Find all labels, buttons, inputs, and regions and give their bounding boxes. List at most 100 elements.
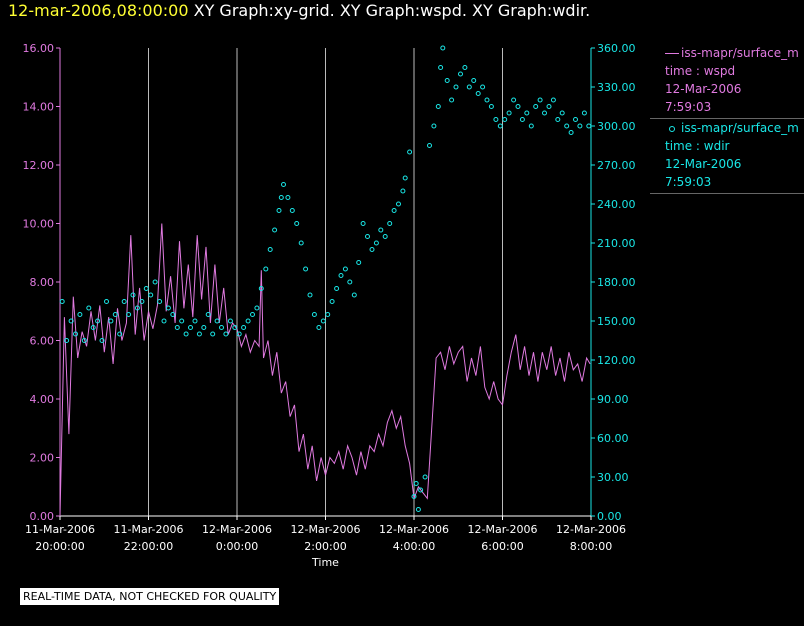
wdir-point [170, 312, 176, 317]
wdir-point [438, 65, 444, 70]
wdir-point [303, 266, 309, 272]
wdir-point [550, 97, 556, 103]
wdir-point [108, 318, 114, 324]
wdir-point [444, 78, 450, 83]
wdir-point [188, 325, 193, 330]
wdir-point [272, 227, 278, 233]
right-tick-label: 180.00 [597, 276, 636, 289]
wdir-point [223, 331, 229, 337]
wdir-point [161, 318, 167, 324]
wdir-point [356, 260, 362, 265]
title-datetime: 12-mar-2006,08:00:00 [8, 1, 189, 20]
line-symbol-icon [665, 53, 679, 54]
legend: iss-mapr/surface_m time : wspd 12-Mar-20… [650, 44, 804, 194]
wdir-point [278, 195, 284, 200]
wdir-point [311, 312, 317, 317]
wdir-point [528, 123, 534, 129]
wdir-point [480, 84, 486, 90]
right-tick-label: 360.00 [597, 42, 636, 55]
wdir-point [581, 110, 587, 116]
wdir-point [431, 123, 437, 129]
left-tick-label: 16.00 [23, 42, 55, 55]
grid-lines [59, 48, 592, 516]
wdir-point [152, 279, 158, 285]
wdir-point [511, 97, 517, 103]
wdir-point [267, 247, 273, 252]
wdir-point [407, 149, 413, 155]
wdir-point [559, 110, 565, 116]
legend-wspd-name: iss-mapr/surface_m [681, 46, 799, 60]
wdir-point [134, 305, 140, 311]
x-tick-time-label: 4:00:00 [393, 540, 435, 553]
legend-wdir: iss-mapr/surface_m time : wdir 12-Mar-20… [650, 119, 804, 194]
wdir-point [236, 331, 242, 337]
left-tick-label: 8.00 [30, 276, 55, 289]
wdir-point [183, 331, 189, 337]
left-tick-label: 2.00 [30, 452, 55, 465]
wdir-point [201, 325, 207, 330]
wdir-point [519, 117, 525, 122]
wdir-point [365, 234, 370, 239]
wdir-point [387, 221, 393, 226]
right-tick-label: 210.00 [597, 237, 636, 250]
wdir-point [214, 318, 220, 324]
right-tick-label: 330.00 [597, 81, 636, 94]
wdir-point [427, 143, 432, 148]
wdir-point [546, 104, 552, 109]
wdir-point [143, 286, 149, 291]
wdir-point [435, 104, 441, 109]
wdir-point [126, 312, 132, 317]
wdir-point [320, 318, 326, 324]
right-tick-label: 150.00 [597, 315, 636, 328]
wdir-point [254, 305, 260, 311]
wdir-point [250, 312, 255, 317]
legend-wspd-var: time : wspd [665, 64, 736, 78]
x-tick-date-label: 12-Mar-2006 [468, 523, 538, 536]
wdir-point [342, 266, 348, 272]
left-tick-label: 12.00 [23, 159, 55, 172]
wdir-point [99, 338, 105, 343]
right-tick-label: 240.00 [597, 198, 636, 211]
title-bar: 12-mar-2006,08:00:00 XY Graph:xy-grid. X… [8, 0, 590, 22]
wdir-point [453, 84, 459, 90]
wdir-point [205, 312, 211, 317]
wdir-point [466, 84, 472, 90]
wdir-point [325, 312, 331, 317]
wdir-point [402, 175, 408, 181]
wdir-point [258, 286, 264, 291]
wdir-point [524, 110, 530, 116]
wdir-point [373, 240, 379, 246]
legend-wspd-time: 7:59:03 [665, 100, 712, 114]
wdir-point [289, 208, 295, 213]
legend-wspd-name-row: iss-mapr/surface_m [665, 44, 804, 62]
wdir-point [281, 182, 286, 187]
wdir-point [307, 292, 313, 298]
wdir-point [449, 97, 455, 103]
left-tick-label: 0.00 [30, 510, 55, 523]
legend-wdir-name-row: iss-mapr/surface_m [665, 119, 804, 137]
wdir-point [148, 292, 154, 298]
wdir-point [294, 221, 300, 226]
x-tick-date-label: 12-Mar-2006 [202, 523, 272, 536]
wdir-point [351, 292, 357, 298]
wdir-point [192, 318, 198, 324]
wdir-point [338, 273, 344, 278]
quality-notice: REAL-TIME DATA, NOT CHECKED FOR QUALITY [20, 588, 280, 605]
legend-wdir-name: iss-mapr/surface_m [681, 121, 799, 135]
wdir-point [533, 104, 539, 109]
x-tick-date-label: 11-Mar-2006 [25, 523, 95, 536]
wdir-point [515, 104, 521, 109]
wdir-point [64, 338, 70, 343]
wdir-point [422, 474, 428, 480]
left-tick-label: 4.00 [30, 393, 55, 406]
wdir-point [77, 312, 83, 317]
wdir-point [86, 305, 92, 311]
wdir-point [415, 507, 421, 512]
wdir-point [219, 325, 224, 330]
wdir-point [139, 299, 145, 304]
x-tick-date-label: 11-Mar-2006 [114, 523, 184, 536]
x-tick-date-label: 12-Mar-2006 [556, 523, 626, 536]
right-tick-label: 30.00 [597, 471, 629, 484]
wdir-point [502, 117, 508, 122]
